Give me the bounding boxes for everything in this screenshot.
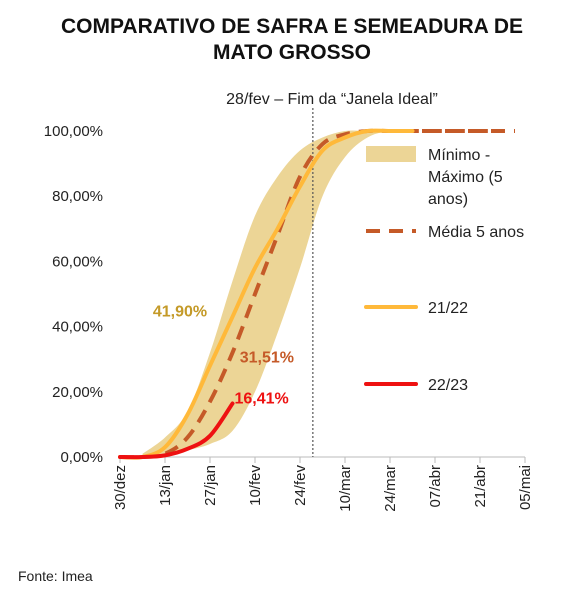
source-note: Fonte: Imea xyxy=(18,568,93,584)
legend-swatch-band xyxy=(366,146,416,162)
legend-label: Máximo (5 xyxy=(428,169,503,186)
series-line-m-dia-5-anos xyxy=(119,128,503,460)
legend-label: anos) xyxy=(428,191,468,208)
min-max-band xyxy=(142,130,413,458)
x-tick-label: 05/mai xyxy=(517,465,534,510)
y-tick-label: 100,00% xyxy=(44,123,103,140)
x-tick-label: 07/abr xyxy=(427,465,444,508)
series-line-21-22 xyxy=(118,128,415,460)
x-tick-label: 27/jan xyxy=(202,465,219,506)
legend-label: 21/22 xyxy=(428,300,468,317)
legend-label: Média 5 anos xyxy=(428,224,524,241)
x-tick-label: 24/mar xyxy=(382,465,399,512)
y-tick-label: 40,00% xyxy=(52,319,103,336)
chart-title-line1: COMPARATIVO DE SAFRA E SEMEADURA DE xyxy=(60,15,524,38)
janela-ideal-annotation: 28/fev – Fim da “Janela Ideal” xyxy=(226,91,438,108)
data-label: 41,90% xyxy=(153,303,207,320)
legend-label: 22/23 xyxy=(428,377,468,394)
x-tick-label: 10/fev xyxy=(247,465,264,506)
x-tick-label: 10/mar xyxy=(337,465,354,512)
legend-label: Mínimo - xyxy=(428,147,490,164)
data-label: 16,41% xyxy=(235,391,289,408)
y-tick-label: 0,00% xyxy=(60,449,103,466)
x-tick-label: 30/dez xyxy=(112,465,129,510)
y-tick-label: 80,00% xyxy=(52,188,103,205)
y-tick-label: 20,00% xyxy=(52,384,103,401)
data-label: 31,51% xyxy=(240,349,294,366)
chart-title: COMPARATIVO DE SAFRA E SEMEADURA DE MATO… xyxy=(0,14,584,66)
y-tick-label: 60,00% xyxy=(52,253,103,270)
x-tick-label: 21/abr xyxy=(472,465,489,508)
x-tick-label: 24/fev xyxy=(292,465,309,506)
chart-title-line2: MATO GROSSO xyxy=(213,41,371,64)
x-tick-label: 13/jan xyxy=(157,465,174,506)
series-line-22-23 xyxy=(118,401,235,460)
